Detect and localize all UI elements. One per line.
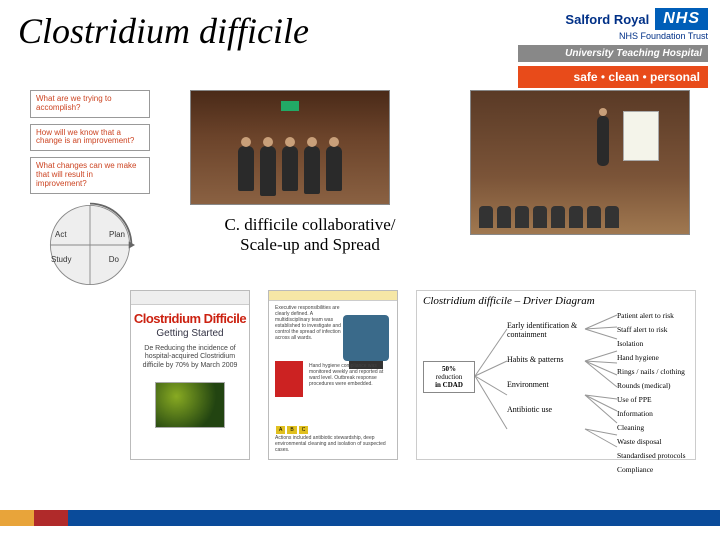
pdsa-study: Study xyxy=(51,255,71,264)
secondary-driver: Compliance xyxy=(617,465,693,474)
pdsa-cycle-icon: Act Plan Study Do xyxy=(45,200,135,290)
doc1-body: De Reducing the incidence of hospital-ac… xyxy=(131,339,249,376)
nhs-trust-text: NHS Foundation Trust xyxy=(518,31,708,41)
driver-goal-box: 50% reduction in CDAD xyxy=(423,361,475,393)
red-warning-box xyxy=(275,361,303,397)
secondary-driver: Staff alert to risk xyxy=(617,325,693,334)
document-row: Clostridium Difficile Getting Started De… xyxy=(130,290,696,460)
secondary-driver: Cleaning xyxy=(617,423,693,432)
cdiff-micrograph-image xyxy=(155,382,225,428)
pdsa-act: Act xyxy=(55,230,67,239)
slide-title: Clostridium difficile xyxy=(18,10,309,52)
secondary-driver: Isolation xyxy=(617,339,693,348)
collaborative-photo-2 xyxy=(470,90,690,235)
center-caption: C. difficile collaborative/ Scale-up and… xyxy=(180,215,440,256)
footer-orange-segment xyxy=(0,510,34,526)
driver-secondary-column: Patient alert to risk Staff alert to ris… xyxy=(617,311,693,474)
primary-driver: Early identification & containment xyxy=(507,321,587,339)
caption-line-2: Scale-up and Spread xyxy=(180,235,440,255)
secondary-driver: Rings / nails / clothing xyxy=(617,367,693,376)
safe-clean-personal-banner: safe • clean • personal xyxy=(518,66,708,88)
mfi-question-3: What changes can we make that will resul… xyxy=(30,157,150,193)
slide: Clostridium difficile Salford Royal NHS … xyxy=(0,0,720,540)
commode-chair-image xyxy=(343,315,389,361)
doc1-title: Clostridium Difficile xyxy=(131,311,249,326)
doc2-para2: Actions included antibiotic stewardship,… xyxy=(275,435,391,453)
nhs-logo: NHS xyxy=(655,8,708,30)
case-study-doc: Executive responsibilities are clearly d… xyxy=(268,290,398,460)
collaborative-photo-1 xyxy=(190,90,390,205)
secondary-driver: Information xyxy=(617,409,693,418)
secondary-driver: Use of PPE xyxy=(617,395,693,404)
getting-started-doc: Clostridium Difficile Getting Started De… xyxy=(130,290,250,460)
secondary-driver: Waste disposal xyxy=(617,437,693,446)
doc1-subtitle: Getting Started xyxy=(131,328,249,339)
salford-royal-text: Salford Royal xyxy=(565,12,649,27)
doc2-lowtext: Hand hygiene compliance was monitored we… xyxy=(309,363,391,387)
secondary-driver: Patient alert to risk xyxy=(617,311,693,320)
pdsa-do: Do xyxy=(109,255,119,264)
secondary-driver: Standardised protocols xyxy=(617,451,693,460)
secondary-driver: Hand hygiene xyxy=(617,353,693,362)
pdsa-plan: Plan xyxy=(109,230,125,239)
primary-driver: Habits & patterns xyxy=(507,355,587,364)
mfi-question-2: How will we know that a change is an imp… xyxy=(30,124,150,152)
secondary-driver: Rounds (medical) xyxy=(617,381,693,390)
footer-bar xyxy=(0,510,720,526)
driver-primary-column: Early identification & containment Habit… xyxy=(507,321,587,414)
primary-driver: Environment xyxy=(507,380,587,389)
header-logos: Salford Royal NHS NHS Foundation Trust U… xyxy=(518,8,708,88)
model-for-improvement: What are we trying to accomplish? How wi… xyxy=(30,90,150,290)
footer-red-segment xyxy=(34,510,68,526)
driver-diagram: Clostridium difficile – Driver Diagram xyxy=(416,290,696,460)
mfi-question-1: What are we trying to accomplish? xyxy=(30,90,150,118)
caption-line-1: C. difficile collaborative/ xyxy=(180,215,440,235)
uth-banner: University Teaching Hospital xyxy=(518,45,708,62)
primary-driver: Antibiotic use xyxy=(507,405,587,414)
